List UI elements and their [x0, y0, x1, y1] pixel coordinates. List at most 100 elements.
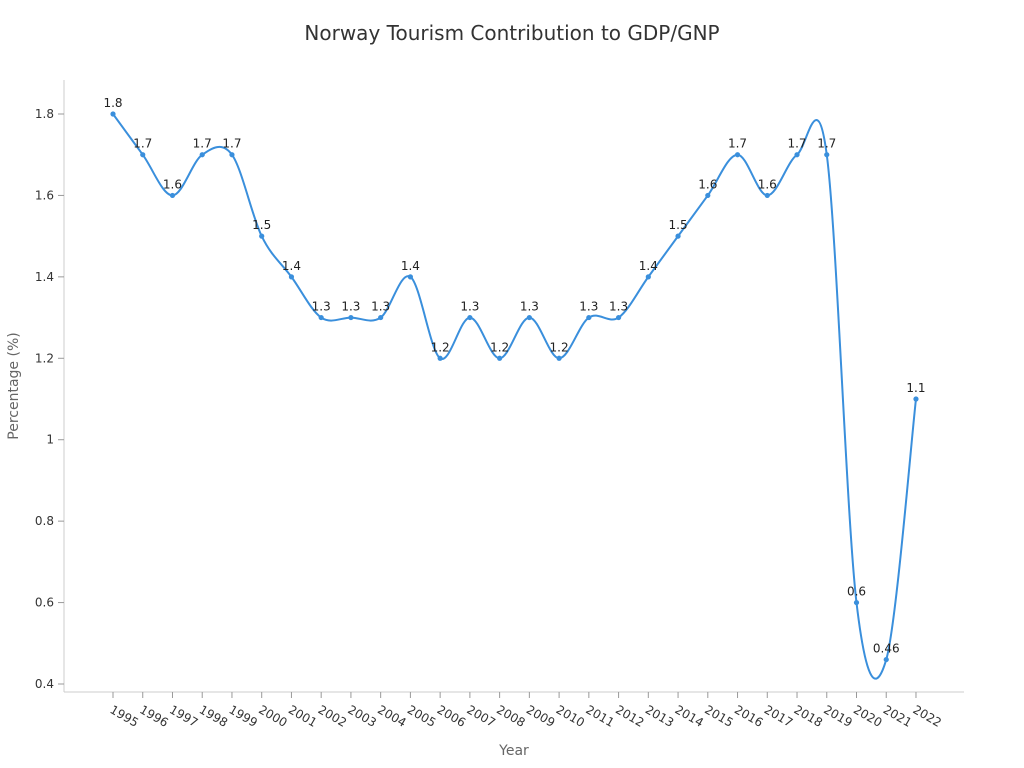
- data-label: 1.3: [371, 300, 390, 314]
- data-point: [467, 314, 473, 321]
- data-label: 1.2: [550, 340, 569, 354]
- data-point: [556, 355, 562, 361]
- data-point: [348, 314, 354, 321]
- y-tick-label: 0.8: [35, 514, 54, 528]
- data-point: [318, 314, 324, 321]
- data-label: 0.46: [873, 642, 900, 656]
- x-tick-label: 2001: [286, 702, 319, 729]
- y-tick-label: 1.2: [35, 351, 54, 365]
- x-tick-label: 2020: [851, 702, 884, 729]
- data-point: [526, 314, 532, 321]
- data-point: [110, 111, 116, 117]
- data-label: 1.4: [639, 259, 658, 273]
- data-point: [140, 152, 146, 158]
- x-tick-label: 2000: [256, 702, 289, 729]
- x-tick-label: 2017: [762, 702, 795, 729]
- data-point: [734, 152, 741, 158]
- y-axis-title: Percentage (%): [6, 332, 22, 439]
- data-label: 1.7: [133, 137, 152, 151]
- y-tick-label: 1.6: [35, 188, 54, 202]
- x-tick-label: 2002: [316, 702, 349, 729]
- x-tick-label: 2003: [345, 702, 378, 729]
- x-tick-label: 2018: [792, 702, 825, 729]
- data-label: 1.7: [728, 137, 747, 151]
- data-label: 1.3: [579, 300, 598, 314]
- x-tick-label: 2016: [732, 702, 765, 729]
- y-tick-label: 1: [46, 433, 54, 447]
- data-label: 1.5: [669, 218, 688, 232]
- y-tick-label: 1.4: [35, 270, 54, 284]
- data-point: [645, 274, 651, 280]
- x-tick-label: 2012: [613, 702, 646, 729]
- data-label: 1.6: [163, 177, 182, 191]
- x-tick-label: 2011: [583, 702, 616, 729]
- data-label: 1.2: [431, 340, 450, 354]
- x-tick-label: 1996: [137, 702, 170, 729]
- x-tick-label: 2015: [702, 702, 735, 729]
- x-tick-label: 1998: [197, 702, 230, 729]
- data-point: [913, 396, 919, 402]
- x-tick-label: 2006: [435, 702, 468, 729]
- data-label: 1.3: [520, 300, 539, 314]
- data-label: 1.4: [282, 259, 301, 273]
- data-label: 1.5: [252, 218, 271, 232]
- data-label: 1.2: [490, 340, 509, 354]
- data-label: 1.8: [103, 96, 122, 110]
- x-tick-label: 1999: [226, 702, 259, 729]
- data-point: [794, 152, 800, 158]
- x-tick-label: 2005: [405, 702, 438, 729]
- x-tick-label: 2022: [910, 702, 943, 729]
- x-tick-label: 2008: [494, 702, 527, 729]
- data-point: [853, 599, 860, 606]
- data-point: [229, 152, 235, 158]
- data-label: 1.3: [341, 300, 360, 314]
- data-label: 1.4: [401, 259, 420, 273]
- data-point: [883, 656, 889, 663]
- y-tick-label: 1.8: [35, 107, 54, 121]
- data-label: 1.3: [609, 300, 628, 314]
- x-tick-label: 2013: [643, 702, 676, 729]
- y-tick-label: 0.6: [35, 596, 54, 610]
- y-axis-ticks: 0.4 0.6 0.8 1 1.2 1.4 1.6 1.8: [35, 107, 64, 691]
- data-labels: 1.8 1.7 1.6 1.7 1.7 1.5 1.4 1.3 1.3 1.3 1.4 1.2 1.3 1…: [103, 96, 925, 656]
- data-point: [615, 314, 622, 321]
- data-point: [169, 192, 176, 199]
- data-label: 1.6: [758, 177, 777, 191]
- x-tick-label: 1997: [167, 702, 200, 729]
- data-point: [705, 192, 711, 199]
- data-point: [407, 274, 413, 280]
- data-point: [675, 233, 681, 239]
- data-label: 0.6: [847, 585, 866, 599]
- data-point: [378, 314, 384, 321]
- x-tick-label: 2021: [881, 702, 914, 729]
- data-label: 1.7: [222, 137, 241, 151]
- data-point: [764, 192, 770, 199]
- data-point: [259, 233, 265, 239]
- data-point: [497, 355, 503, 361]
- data-point: [288, 274, 295, 280]
- chart-title: Norway Tourism Contribution to GDP/GNP: [304, 21, 719, 45]
- x-tick-label: 2014: [673, 702, 706, 729]
- x-tick-label: 2019: [821, 702, 854, 729]
- data-point: [199, 152, 205, 158]
- data-label: 1.1: [906, 381, 925, 395]
- data-points: [110, 111, 919, 663]
- data-label: 1.7: [193, 137, 212, 151]
- x-axis-ticks: 1995199619971998199920002001200220032004…: [108, 692, 944, 730]
- y-tick-label: 0.4: [35, 677, 54, 691]
- x-tick-label: 1995: [108, 702, 141, 729]
- data-point: [437, 355, 443, 361]
- data-label: 1.7: [817, 137, 836, 151]
- x-tick-label: 2007: [464, 702, 497, 729]
- data-point: [824, 152, 830, 158]
- data-point: [586, 314, 592, 321]
- x-tick-label: 2009: [524, 702, 557, 729]
- data-label: 1.7: [787, 137, 806, 151]
- x-axis-title: Year: [498, 743, 529, 759]
- data-label: 1.3: [460, 300, 479, 314]
- data-label: 1.3: [312, 300, 331, 314]
- x-tick-label: 2010: [554, 702, 587, 729]
- x-tick-label: 2004: [375, 702, 408, 729]
